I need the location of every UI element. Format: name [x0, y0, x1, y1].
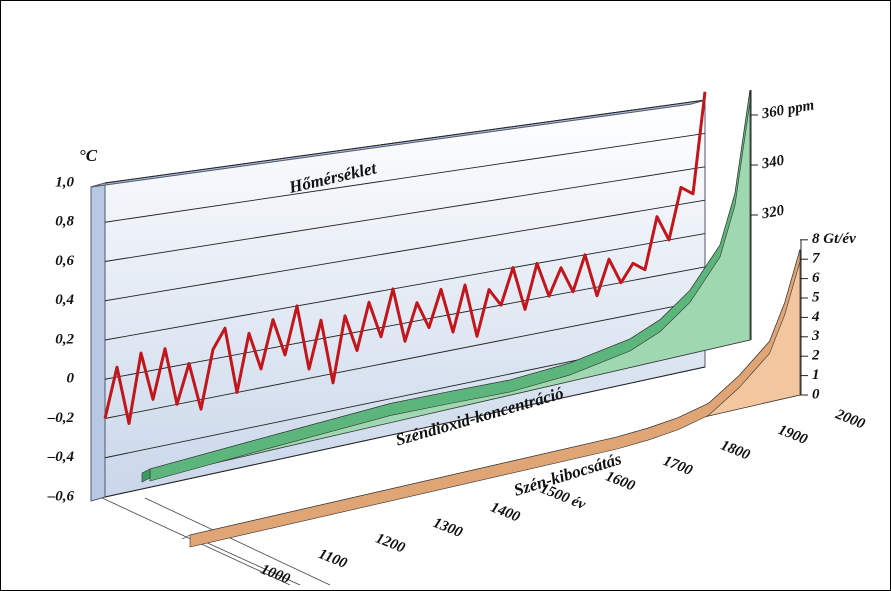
y-tick-label: 5 — [812, 289, 820, 305]
area-top — [149, 89, 751, 482]
grid-line — [104, 199, 706, 302]
y-tick-label: 8 Gt/év — [812, 231, 856, 247]
y-tick-label: 3 — [811, 328, 820, 344]
y-tick-label: 2 — [811, 348, 820, 364]
y-tick-label: 320 — [760, 203, 786, 223]
y-tick-label: –0,2 — [47, 410, 75, 426]
y-tick-label: 0,4 — [55, 292, 74, 308]
grid-line — [104, 366, 706, 498]
grid-line — [104, 166, 706, 262]
temperature-line — [103, 91, 707, 426]
grid-line — [104, 233, 706, 341]
y-axis-label: °C — [79, 146, 98, 165]
area-front — [141, 468, 151, 483]
y-tick-label: 7 — [812, 251, 820, 267]
grid-line — [104, 266, 706, 380]
y-tick-label: 340 — [760, 153, 786, 173]
grid-line — [104, 99, 706, 184]
y-tick-label: –0,4 — [47, 449, 75, 465]
y-tick-label: –0,6 — [47, 488, 75, 504]
grid-line — [104, 133, 706, 223]
y-tick-label: 1 — [812, 367, 820, 383]
y-tick-label: 0,8 — [55, 214, 74, 230]
area-front — [181, 534, 191, 540]
panel-side — [90, 182, 106, 502]
y-tick-label: 0,6 — [55, 253, 74, 269]
y-tick-label: 1,0 — [55, 174, 74, 190]
y-tick-label: 0,2 — [55, 331, 74, 347]
grid-line — [104, 299, 706, 419]
y-tick-label: 6 — [812, 270, 820, 286]
area-top — [189, 249, 801, 548]
y-tick-label: 4 — [811, 309, 820, 325]
y-tick-label: 0 — [67, 371, 75, 387]
y-tick-label: 0 — [812, 386, 820, 402]
